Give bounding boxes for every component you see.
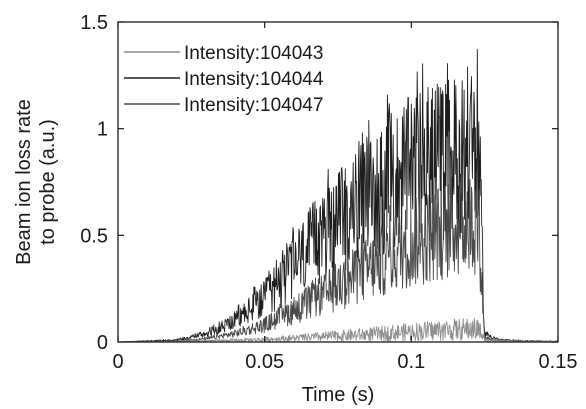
x-tick-label: 0.15 <box>539 351 578 373</box>
y-tick-label: 0 <box>97 332 108 354</box>
y-axis-label-line-1: Beam ion loss rate <box>13 99 35 265</box>
legend-label-1: Intensity:104044 <box>184 69 324 90</box>
legend-label-2: Intensity:104047 <box>184 95 323 116</box>
y-axis-label-line-2: to probe (a.u.) <box>37 119 59 245</box>
y-tick-label: 1 <box>97 119 108 141</box>
x-tick-label: 0.05 <box>245 351 284 373</box>
y-tick-label: 0.5 <box>80 225 108 247</box>
plot-frame <box>117 21 559 343</box>
series-line-1 <box>118 48 559 343</box>
x-axis-label: Time (s) <box>302 384 375 406</box>
legend-label-0: Intensity:104043 <box>184 43 323 64</box>
legend: Intensity:104043 Intensity:104044 Intensit… <box>124 43 324 116</box>
y-tick-label: 1.5 <box>80 12 108 34</box>
series-line-2 <box>118 169 559 343</box>
x-tick-label: 0.1 <box>397 351 425 373</box>
x-tick-label: 0 <box>112 351 123 373</box>
ticks-layer: 0 0.05 0.1 0.15 0 0.5 1 1.5 <box>80 12 577 373</box>
